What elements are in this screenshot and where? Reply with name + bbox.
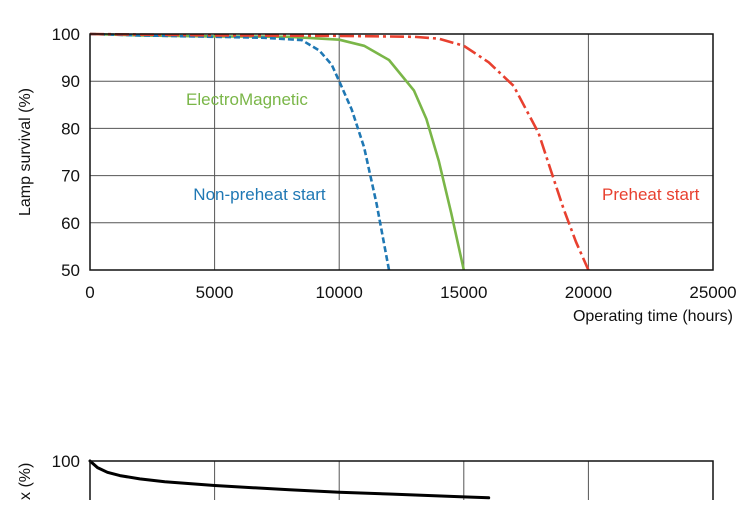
y-tick-label: 90 <box>61 72 80 91</box>
y-axis-label: Lamp survival (%) <box>17 88 34 216</box>
series-label-1: Non-preheat start <box>193 185 326 204</box>
x-axis-label: Operating time (hours) <box>573 308 733 325</box>
x-tick-label: 0 <box>85 283 94 302</box>
series-line-0 <box>89 32 466 271</box>
top-chart: 0 5000 10000 15000 20000 25000 50 60 70 80 90 100 El… <box>17 25 737 325</box>
x-tick-label: 10000 <box>316 283 363 302</box>
x-tick-label: 5000 <box>196 283 234 302</box>
bottom-chart: 100 x (%) <box>17 452 714 500</box>
y-tick-label: 80 <box>61 119 80 138</box>
series-line-2 <box>89 32 590 271</box>
x-tick-label: 15000 <box>440 283 487 302</box>
y-tick-label: 100 <box>52 25 80 44</box>
y-tick-label: 60 <box>61 214 80 233</box>
y-tick-label: 70 <box>61 167 80 186</box>
series-label-0: ElectroMagnetic <box>186 90 308 109</box>
series-label-2: Preheat start <box>602 185 700 204</box>
bottom-plot-frame <box>89 460 714 500</box>
plot-frame <box>89 33 714 271</box>
x-tick-label: 20000 <box>565 283 612 302</box>
bottom-series-line-0 <box>88 459 491 500</box>
bottom-y-axis-label: x (%) <box>17 463 34 500</box>
x-tick-label: 25000 <box>689 283 736 302</box>
bottom-y-tick-label: 100 <box>52 452 80 471</box>
y-tick-label: 50 <box>61 261 80 280</box>
series-line-1 <box>89 32 391 271</box>
